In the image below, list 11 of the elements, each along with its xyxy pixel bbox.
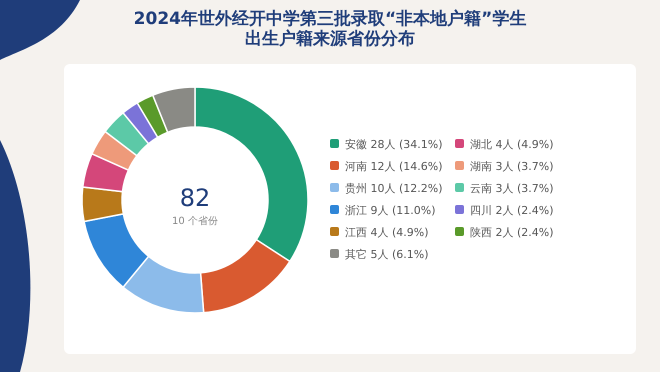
- legend-label: 湖北 4人 (4.9%): [470, 138, 554, 151]
- legend-label: 江西 4人 (4.9%): [345, 226, 429, 239]
- legend-label: 云南 3人 (3.7%): [470, 182, 554, 195]
- legend-label: 四川 2人 (2.4%): [470, 204, 554, 217]
- chart-subtitle: 出生户籍来源省份分布: [245, 29, 415, 49]
- text: 82: [180, 184, 210, 212]
- text: 10 个省份: [172, 215, 218, 227]
- legend-label: 湖南 3人 (3.7%): [470, 160, 554, 173]
- legend-label: 其它 5人 (6.1%): [345, 248, 429, 261]
- chart-title: 2024年世外经开中学第三批录取“非本地户籍”学生: [134, 9, 526, 29]
- legend-label: 陕西 2人 (2.4%): [470, 226, 554, 239]
